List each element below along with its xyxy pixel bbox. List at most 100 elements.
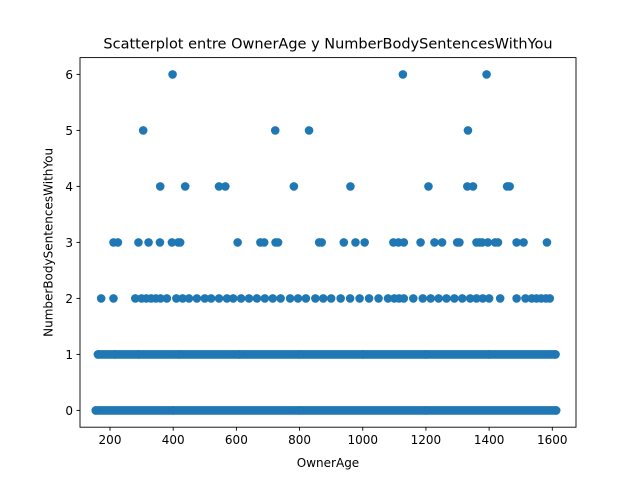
x-tick-label: 1200 [411, 433, 442, 447]
data-point [206, 294, 216, 303]
data-point [167, 238, 177, 247]
y-tick-label: 6 [65, 68, 73, 82]
data-point [339, 238, 349, 247]
data-point [430, 238, 439, 247]
data-point [268, 294, 278, 303]
data-point [421, 406, 431, 415]
data-point [326, 294, 336, 303]
data-point [134, 238, 143, 247]
data-point [484, 350, 494, 359]
data-point [317, 238, 326, 247]
data-point [233, 238, 242, 247]
data-point [478, 294, 488, 303]
data-point [235, 350, 244, 359]
data-point [450, 294, 459, 303]
y-tick-label: 5 [65, 124, 73, 138]
data-point [184, 294, 194, 303]
data-point [276, 294, 285, 303]
data-point [437, 238, 447, 247]
x-tick-label: 400 [162, 433, 185, 447]
data-point [551, 406, 561, 415]
x-axis-label: OwnerAge [297, 456, 359, 470]
x-tick-label: 1600 [537, 433, 568, 447]
data-point [200, 294, 210, 303]
data-point [336, 294, 345, 303]
y-tick-label: 0 [65, 404, 73, 418]
data-point [301, 294, 311, 303]
points-layer [91, 70, 561, 415]
data-point [472, 294, 481, 303]
data-point [175, 238, 185, 247]
x-axis: 200 400 600 800 1000 1200 1400 1600 [99, 427, 568, 447]
data-point [542, 238, 552, 247]
data-point [399, 294, 409, 303]
data-point [505, 182, 514, 191]
data-point [484, 294, 494, 303]
data-point [545, 294, 555, 303]
data-point [482, 70, 491, 79]
data-point [426, 294, 435, 303]
data-point [168, 70, 177, 79]
data-point [93, 350, 103, 359]
chart-title: Scatterplot entre OwnerAge y NumberBodyS… [103, 37, 552, 53]
data-point [130, 294, 140, 303]
data-point [398, 70, 408, 79]
data-point [110, 350, 120, 359]
data-point [457, 294, 467, 303]
data-point [551, 350, 560, 359]
data-point [483, 238, 493, 247]
data-point [465, 294, 475, 303]
data-point [345, 294, 355, 303]
data-point [355, 294, 364, 303]
data-point [416, 238, 425, 247]
x-tick-label: 1000 [347, 433, 378, 447]
data-point [434, 294, 443, 303]
data-point [168, 406, 178, 415]
data-point [252, 294, 262, 303]
data-point [346, 182, 355, 191]
data-point [259, 238, 269, 247]
data-point [236, 294, 246, 303]
data-point [304, 126, 314, 135]
data-point [311, 294, 320, 303]
data-point [156, 294, 165, 303]
data-point [260, 294, 270, 303]
data-point [463, 126, 473, 135]
data-point [113, 238, 123, 247]
data-point [442, 294, 451, 303]
data-point [155, 182, 165, 191]
data-point [144, 238, 153, 247]
data-point [374, 294, 383, 303]
y-tick-label: 4 [65, 180, 73, 194]
data-point [455, 238, 464, 247]
y-axis: 0 1 2 3 4 5 6 [65, 68, 80, 418]
y-tick-label: 3 [65, 236, 73, 250]
y-axis-label: NumberBodySentencesWithYou [42, 148, 56, 337]
data-point [175, 350, 184, 359]
data-point [360, 238, 369, 247]
data-point [138, 126, 148, 135]
y-tick-label: 2 [65, 292, 73, 306]
data-point [244, 294, 254, 303]
data-point [421, 350, 431, 359]
data-point [172, 294, 181, 303]
data-point [289, 182, 299, 191]
x-tick-label: 1400 [474, 433, 505, 447]
data-point [162, 294, 172, 303]
data-point [512, 294, 521, 303]
data-point [270, 126, 280, 135]
data-point [468, 182, 478, 191]
data-point [134, 350, 143, 359]
data-point [318, 294, 328, 303]
data-point [180, 182, 190, 191]
data-point [96, 294, 106, 303]
data-point [155, 238, 165, 247]
data-point [221, 182, 230, 191]
x-tick-label: 600 [225, 433, 248, 447]
x-tick-label: 800 [288, 433, 311, 447]
data-point [408, 294, 418, 303]
data-point [418, 294, 428, 303]
x-tick-label: 200 [99, 433, 122, 447]
data-point [91, 406, 101, 415]
